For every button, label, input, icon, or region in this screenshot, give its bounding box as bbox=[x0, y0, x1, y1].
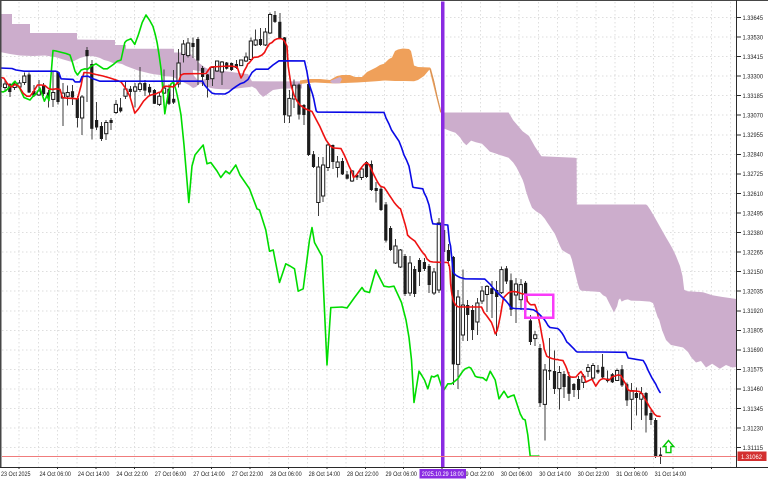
svg-text:1.31460: 1.31460 bbox=[743, 386, 764, 393]
svg-text:1.32840: 1.32840 bbox=[743, 152, 764, 159]
svg-text:1.33530: 1.33530 bbox=[743, 34, 764, 41]
svg-text:1.32265: 1.32265 bbox=[743, 249, 764, 256]
svg-text:1.31230: 1.31230 bbox=[743, 425, 764, 432]
svg-text:1.32725: 1.32725 bbox=[743, 171, 764, 178]
svg-text:1.33415: 1.33415 bbox=[743, 54, 764, 61]
svg-text:30 Oct 14:00: 30 Oct 14:00 bbox=[539, 471, 571, 478]
svg-text:1.32380: 1.32380 bbox=[743, 230, 764, 237]
svg-text:1.32955: 1.32955 bbox=[743, 132, 764, 139]
svg-text:1.33070: 1.33070 bbox=[743, 113, 764, 120]
svg-text:29 Oct 22:00: 29 Oct 22:00 bbox=[462, 471, 494, 478]
svg-text:24 Oct 22:00: 24 Oct 22:00 bbox=[116, 471, 148, 478]
svg-text:30 Oct 06:00: 30 Oct 06:00 bbox=[501, 471, 533, 478]
svg-text:1.33645: 1.33645 bbox=[743, 15, 764, 22]
svg-text:28 Oct 06:00: 28 Oct 06:00 bbox=[270, 471, 302, 478]
svg-text:1.31115: 1.31115 bbox=[743, 445, 764, 452]
svg-text:1.31345: 1.31345 bbox=[743, 406, 764, 413]
svg-text:1.31690: 1.31690 bbox=[743, 347, 764, 354]
svg-text:27 Oct 22:00: 27 Oct 22:00 bbox=[232, 471, 264, 478]
svg-text:23 Oct 2025: 23 Oct 2025 bbox=[1, 471, 31, 478]
svg-text:1.32035: 1.32035 bbox=[743, 289, 764, 296]
svg-text:27 Oct 06:00: 27 Oct 06:00 bbox=[155, 471, 187, 478]
svg-text:1.32495: 1.32495 bbox=[743, 210, 764, 217]
svg-text:29 Oct 06:00: 29 Oct 06:00 bbox=[386, 471, 418, 478]
svg-text:24 Oct 14:00: 24 Oct 14:00 bbox=[78, 471, 110, 478]
svg-text:28 Oct 14:00: 28 Oct 14:00 bbox=[309, 471, 341, 478]
svg-text:2025.10.29 18:00: 2025.10.29 18:00 bbox=[422, 471, 464, 478]
svg-text:28 Oct 22:00: 28 Oct 22:00 bbox=[347, 471, 379, 478]
svg-text:1.31805: 1.31805 bbox=[743, 328, 764, 335]
svg-text:31 Oct 06:00: 31 Oct 06:00 bbox=[616, 471, 648, 478]
svg-text:1.32150: 1.32150 bbox=[743, 269, 764, 276]
svg-text:1.31920: 1.31920 bbox=[743, 308, 764, 315]
svg-text:1.32610: 1.32610 bbox=[743, 191, 764, 198]
svg-text:1.33185: 1.33185 bbox=[743, 93, 764, 100]
svg-text:1.31062: 1.31062 bbox=[741, 454, 762, 461]
svg-text:1.31575: 1.31575 bbox=[743, 367, 764, 374]
svg-text:31 Oct 14:00: 31 Oct 14:00 bbox=[655, 471, 687, 478]
svg-text:1.33300: 1.33300 bbox=[743, 74, 764, 81]
svg-text:30 Oct 22:00: 30 Oct 22:00 bbox=[578, 471, 610, 478]
svg-text:24 Oct 06:00: 24 Oct 06:00 bbox=[39, 471, 71, 478]
svg-text:27 Oct 14:00: 27 Oct 14:00 bbox=[193, 471, 225, 478]
